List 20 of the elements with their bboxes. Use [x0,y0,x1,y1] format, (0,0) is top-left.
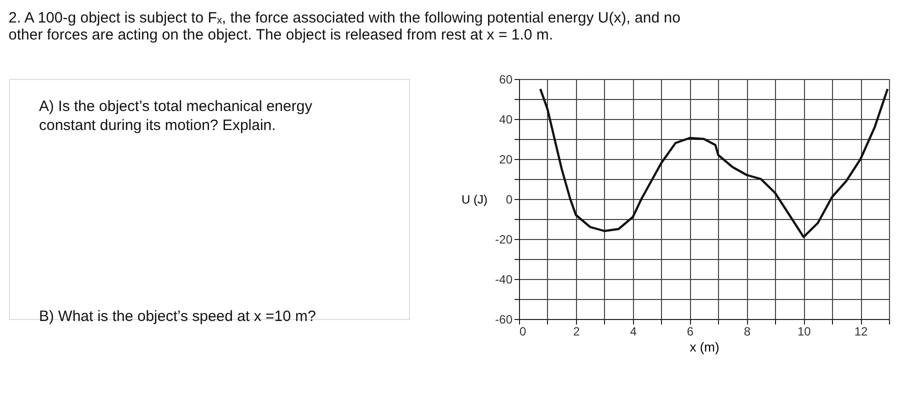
y-tick-label: 0 [506,192,513,206]
y-tick-label: -20 [495,232,513,246]
x-tick-label: 0 [520,324,526,338]
x-tick-label: 2 [573,324,580,338]
text: B) What is the object’s speed at x =10 m? [39,308,316,325]
x-tick-label: 10 [797,324,812,338]
y-axis-title: U (J) [462,192,488,206]
y-tick-label: 20 [499,152,513,166]
text: A) Is the object’s total mechanical energy constant during its motion? Explain. [39,98,313,134]
text: 2. A 100-g object is subject to Fₓ, the force associated with the following potential energy U(x), and no other forces are acting on the object. The object is released from rest at x = 1.0 m. [8,10,680,44]
line-series [539,88,889,238]
x-tick-label: 12 [854,324,868,338]
x-tick-label: 4 [630,324,637,338]
y-tick-label: -60 [495,312,513,326]
y-tick-label: 40 [499,112,513,126]
x-tick-label: 8 [744,324,751,338]
x-axis-title: x (m) [690,340,720,354]
y-tick-label: -40 [495,272,513,286]
x-tick-label: 6 [686,324,694,338]
y-tick-label: 60 [499,72,513,86]
